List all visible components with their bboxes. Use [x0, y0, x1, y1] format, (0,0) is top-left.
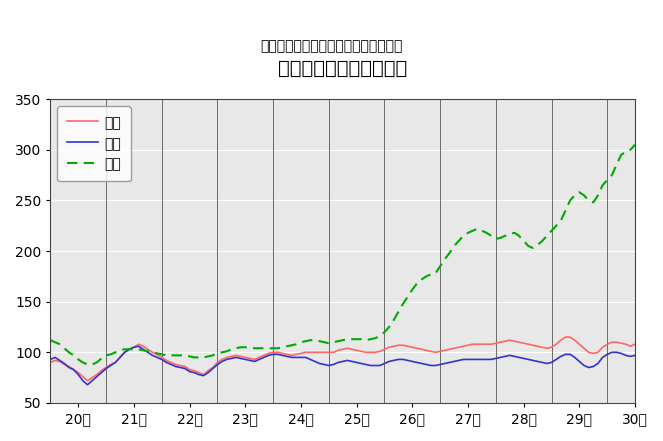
在庫: [46, 337, 54, 343]
在庫: [631, 142, 639, 147]
在庫: [84, 362, 91, 367]
生産: [74, 370, 82, 375]
出荷: [46, 357, 54, 362]
在庫: [422, 274, 430, 279]
出荷: [548, 360, 556, 365]
生産: [543, 346, 551, 351]
出荷: [74, 372, 82, 377]
生産: [631, 342, 639, 347]
在庫: [399, 301, 407, 306]
Line: 生産: 生産: [50, 337, 635, 381]
生産: [599, 344, 607, 350]
生産: [562, 334, 570, 340]
在庫: [594, 193, 602, 198]
出荷: [631, 353, 639, 358]
在庫: [390, 317, 398, 322]
出荷: [135, 344, 143, 349]
生産: [390, 344, 398, 349]
生産: [399, 343, 407, 348]
出荷: [84, 382, 91, 387]
Title: 鳥取県鉱工業指数の推移: 鳥取県鉱工業指数の推移: [278, 59, 407, 78]
出荷: [404, 358, 412, 363]
Line: 在庫: 在庫: [50, 145, 635, 364]
在庫: [74, 357, 82, 362]
Legend: 生産, 出荷, 在庫: 生産, 出荷, 在庫: [57, 106, 131, 181]
生産: [46, 360, 54, 365]
生産: [84, 378, 91, 383]
Text: （季節調整済、平成２２年＝１００）: （季節調整済、平成２２年＝１００）: [261, 40, 402, 54]
出荷: [394, 357, 402, 362]
出荷: [599, 355, 607, 360]
生産: [422, 348, 430, 353]
出荷: [427, 363, 435, 368]
在庫: [543, 233, 551, 239]
Line: 出荷: 出荷: [50, 346, 635, 385]
